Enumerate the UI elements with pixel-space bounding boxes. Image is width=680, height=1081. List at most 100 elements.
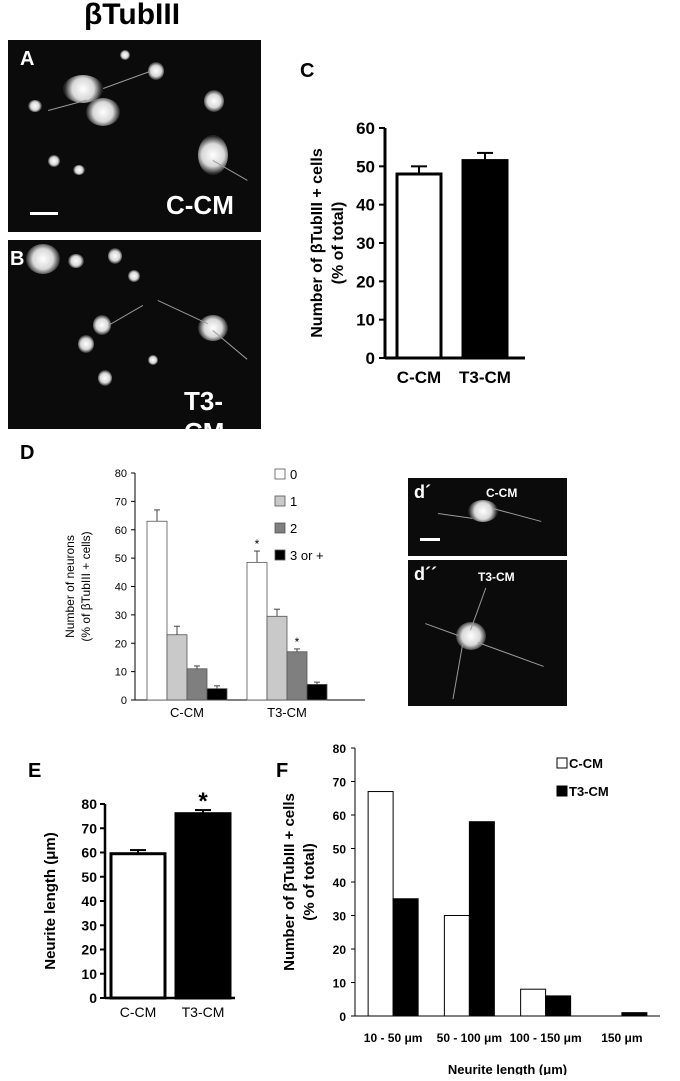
y-axis-title: Neurite length (μm) xyxy=(42,832,59,970)
chart-e: 0 10 20 30 40 50 60 70 80 C-CM * T3-CM Neurite lengt… xyxy=(42,788,235,1020)
x-tick-label: 10 - 50 μm xyxy=(364,1031,423,1045)
x-tick-label: T3-CM xyxy=(459,368,511,387)
panel-d1-label: C-CM xyxy=(486,486,518,500)
significance-star: * xyxy=(255,537,260,551)
x-tick-label: 100 - 150 μm xyxy=(510,1031,582,1045)
legend-label-0: C-CM xyxy=(569,756,603,771)
x-tick-label: C-CM xyxy=(120,1004,157,1020)
chart-c: 0 10 20 30 40 50 60 C-CM T3-CM Number of βTubIII … xyxy=(309,119,525,387)
micrograph-d2: d´´ T3-CM xyxy=(408,560,567,706)
y-tick-label: 30 xyxy=(115,610,127,622)
y-tick-label: 60 xyxy=(115,525,127,537)
y-tick-label: 0 xyxy=(366,349,375,368)
legend-swatch-1 xyxy=(556,785,568,797)
y-axis-title-line2: (% of total) xyxy=(330,202,347,285)
y-tick-label: 60 xyxy=(333,809,347,823)
bar-c-cm-3 xyxy=(206,688,228,701)
x-tick-label: C-CM xyxy=(170,705,204,720)
legend-label-2: 2 xyxy=(290,521,297,536)
y-tick-label: 70 xyxy=(333,776,347,790)
x-tick-label: T3-CM xyxy=(182,1004,225,1020)
bar-c-cm xyxy=(395,172,443,360)
panel-a-label: C-CM xyxy=(166,190,234,220)
y-tick-label: 30 xyxy=(356,234,375,253)
y-tick-label: 0 xyxy=(339,1010,346,1024)
legend-swatch-2 xyxy=(274,522,286,534)
legend-swatch-1 xyxy=(274,495,286,507)
bar-3-1 xyxy=(621,1012,648,1017)
bar-t3-cm-1 xyxy=(266,615,288,701)
y-axis-title-line1: Number of βTubIII + cells xyxy=(281,793,298,971)
y-tick-label: 0 xyxy=(89,990,97,1006)
panel-d2-letter: d´´ xyxy=(414,564,437,584)
y-tick-label: 80 xyxy=(115,468,127,480)
y-axis-title-line1: Number of neurons xyxy=(63,535,77,638)
y-tick-label: 40 xyxy=(81,893,97,909)
panel-d2-label: T3-CM xyxy=(478,570,515,584)
y-tick-label: 40 xyxy=(356,196,375,215)
chart-f: 0 10 20 30 40 50 60 70 80 10 - 50 μm 50 - 100 μm 10… xyxy=(281,742,660,1075)
scale-bar-a xyxy=(30,212,58,215)
y-tick-label: 80 xyxy=(333,742,347,756)
x-axis-title: Neurite length (μm) xyxy=(448,1062,567,1075)
y-tick-label: 50 xyxy=(333,843,347,857)
panel-c-letter: C xyxy=(300,60,315,82)
y-tick-label: 10 xyxy=(333,977,347,991)
y-tick-label: 80 xyxy=(81,796,97,812)
bar-2-0 xyxy=(520,988,547,1017)
bar-c-cm xyxy=(109,852,167,1000)
legend-label-3: 3 or + xyxy=(290,548,324,563)
y-axis-title: Number of βTubIII + cells (% of total) xyxy=(281,793,318,971)
y-tick-label: 50 xyxy=(115,553,127,565)
y-tick-label: 60 xyxy=(81,845,97,861)
legend-label-1: T3-CM xyxy=(569,784,609,799)
y-tick-label: 20 xyxy=(115,638,127,650)
y-tick-label: 60 xyxy=(356,119,375,138)
bar-c-cm-2 xyxy=(186,668,208,701)
panel-e-letter: E xyxy=(28,760,42,782)
y-axis-title: Number of βTubIII + cells (% of total) xyxy=(309,148,347,338)
panel-f-letter: F xyxy=(276,760,289,782)
panel-b-label: T3-CM xyxy=(184,386,224,429)
x-tick-label: T3-CM xyxy=(267,705,307,720)
y-tick-label: 0 xyxy=(121,695,127,707)
y-tick-label: 10 xyxy=(356,311,375,330)
bar-0-0 xyxy=(367,791,394,1017)
y-tick-label: 70 xyxy=(115,496,127,508)
y-tick-label: 10 xyxy=(115,667,127,679)
bar-c-cm-1 xyxy=(166,634,188,701)
y-tick-label: 10 xyxy=(81,966,97,982)
y-axis-title-text: Neurite length (μm) xyxy=(42,832,59,970)
bar-t3-cm-3 xyxy=(306,683,328,701)
legend-swatch-3 xyxy=(274,549,286,561)
significance-star: * xyxy=(295,635,300,649)
legend-label-1: 1 xyxy=(290,494,297,509)
bar-c-cm-0 xyxy=(146,520,168,701)
bar-1-1 xyxy=(468,821,495,1017)
legend-swatch-0 xyxy=(556,757,568,769)
bar-t3-cm xyxy=(461,159,509,360)
micrograph-d1: d´ C-CM xyxy=(408,478,567,556)
panel-a-letter: A xyxy=(20,48,35,70)
y-tick-label: 20 xyxy=(81,942,97,958)
bar-2-1 xyxy=(545,995,572,1017)
bar-t3-cm-0 xyxy=(246,561,268,701)
y-tick-label: 30 xyxy=(81,917,97,933)
x-tick-label: C-CM xyxy=(397,368,441,387)
y-tick-label: 50 xyxy=(81,869,97,885)
y-tick-label: 40 xyxy=(115,582,127,594)
panel-d-letter: D xyxy=(20,442,35,464)
micrograph-b: B T3-CM xyxy=(8,240,261,429)
y-tick-label: 50 xyxy=(356,157,375,176)
bar-t3-cm-2 xyxy=(286,651,308,701)
scale-bar-d xyxy=(420,538,440,541)
y-tick-label: 70 xyxy=(81,820,97,836)
y-tick-label: 40 xyxy=(333,876,347,890)
panel-b-letter: B xyxy=(10,248,25,270)
significance-star: * xyxy=(198,788,208,815)
figure-title: βTubIII xyxy=(84,0,181,31)
legend-swatch-0 xyxy=(274,468,286,480)
chart-d: 0 10 20 30 40 50 60 70 80 C-CM * * T3-CM 0 1 2 3 or + Num… xyxy=(63,467,365,720)
y-tick-label: 30 xyxy=(333,910,347,924)
micrograph-a: A C-CM xyxy=(8,40,261,232)
